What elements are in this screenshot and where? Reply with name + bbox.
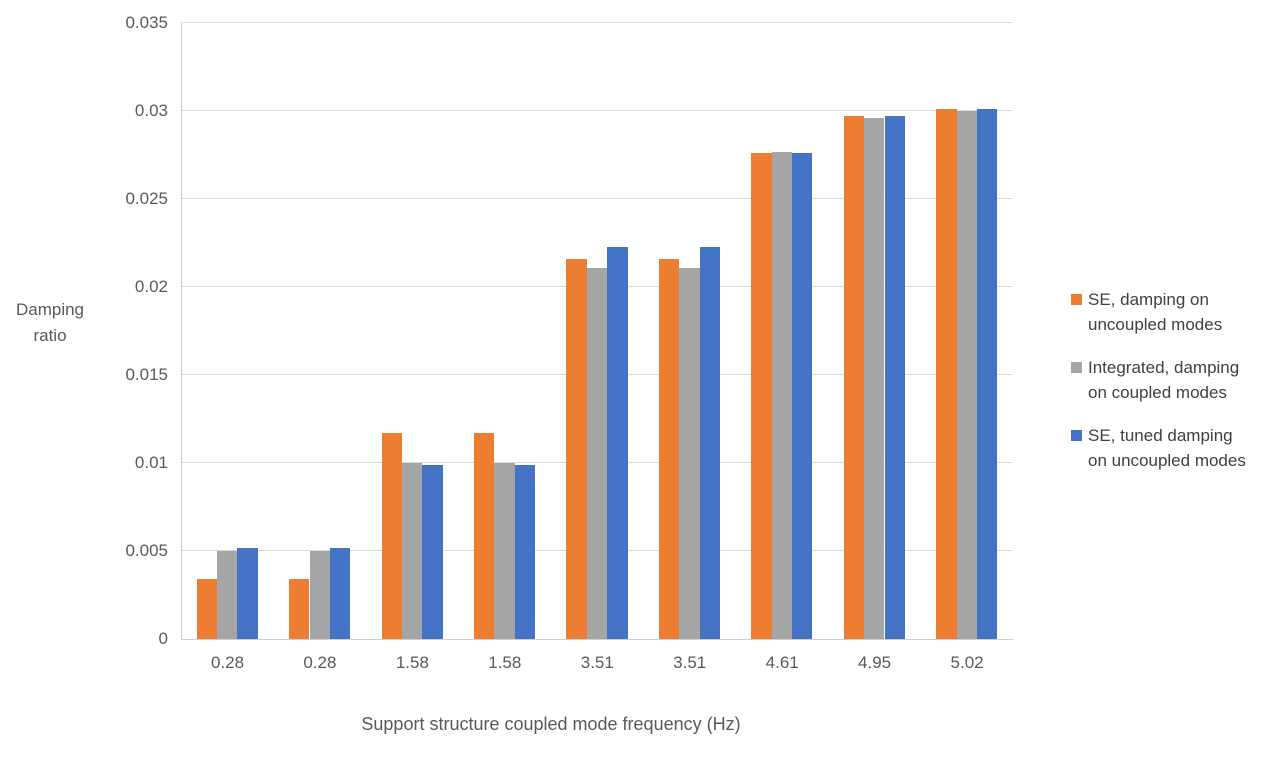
bar-0.28-series-3: [237, 547, 258, 639]
gridline: [181, 198, 1013, 199]
x-tick-label: 0.28: [303, 653, 337, 672]
y-tick-label: 0.015: [125, 365, 168, 384]
bar-0.28-series-2: [309, 551, 330, 639]
x-tick-label: 4.61: [765, 653, 799, 672]
bar-3.51-series-2: [586, 267, 608, 639]
y-tick-label: 0.005: [125, 541, 168, 560]
legend-label: Integrated, damping on coupled modes: [1088, 358, 1240, 402]
bar-5.02-series-3: [977, 109, 998, 639]
legend: SE, damping on uncoupled modes Integrated…: [1071, 287, 1276, 491]
bar-4.61-series-2: [771, 151, 793, 639]
y-tick-label: 0.03: [134, 101, 168, 120]
bar-3.51-series-3: [607, 246, 628, 639]
bar-0.28-series-1: [196, 579, 217, 639]
y-tick-label: 0.035: [125, 13, 168, 32]
x-axis-title: Support structure coupled mode frequency…: [361, 714, 741, 734]
bar-1.58-series-3: [514, 464, 536, 639]
legend-swatch-icon: [1071, 362, 1082, 373]
bar-0.28-series-2: [217, 551, 238, 639]
bar-5.02-series-2: [956, 111, 977, 639]
x-tick-label: 1.58: [488, 653, 522, 672]
bar-1.58-series-2: [401, 463, 423, 639]
y-axis-title: Damping ratio: [15, 300, 85, 345]
bar-3.51-series-1: [566, 258, 587, 639]
bar-4.95-series-1: [843, 116, 865, 639]
bar-3.51-series-3: [699, 246, 720, 639]
plot-area: [181, 22, 1013, 640]
bar-1.58-series-2: [494, 463, 515, 639]
bar-0.28-series-3: [329, 547, 351, 639]
bar-4.61-series-3: [792, 153, 813, 639]
x-tick-label: 3.51: [673, 653, 707, 672]
x-tick-label: 4.95: [858, 653, 892, 672]
legend-item: SE, damping on uncoupled modes: [1071, 287, 1276, 337]
bar-1.58-series-3: [422, 464, 443, 639]
legend-item: SE, tuned damping on uncoupled modes: [1071, 423, 1276, 473]
y-tick-label: 0.02: [134, 277, 168, 296]
y-tick-label: 0.025: [125, 189, 168, 208]
x-tick-label: 1.58: [395, 653, 429, 672]
bar-1.58-series-1: [474, 433, 495, 639]
legend-swatch-icon: [1071, 430, 1082, 441]
bar-4.95-series-3: [884, 116, 905, 639]
x-tick-label: 0.28: [210, 653, 245, 672]
bar-4.61-series-1: [751, 153, 772, 639]
gridline: [181, 110, 1013, 111]
x-axis-line: [181, 639, 1013, 640]
legend-label: SE, tuned damping on uncoupled modes: [1088, 426, 1246, 470]
y-axis-line: [181, 23, 182, 639]
bar-0.28-series-1: [289, 579, 310, 639]
y-tick-label: 0: [158, 629, 168, 648]
bar-1.58-series-1: [381, 433, 402, 639]
legend-label: SE, damping on uncoupled modes: [1088, 290, 1223, 334]
gridline: [181, 22, 1013, 23]
x-tick-label: 3.51: [580, 653, 614, 672]
bar-4.95-series-2: [864, 118, 885, 639]
bar-3.51-series-1: [658, 258, 680, 639]
x-tick-label: 5.02: [950, 653, 984, 672]
bar-5.02-series-1: [936, 109, 957, 639]
bar-3.51-series-2: [679, 267, 700, 639]
legend-item: Integrated, damping on coupled modes: [1071, 355, 1276, 405]
y-tick-label: 0.01: [134, 453, 168, 472]
legend-swatch-icon: [1071, 294, 1082, 305]
